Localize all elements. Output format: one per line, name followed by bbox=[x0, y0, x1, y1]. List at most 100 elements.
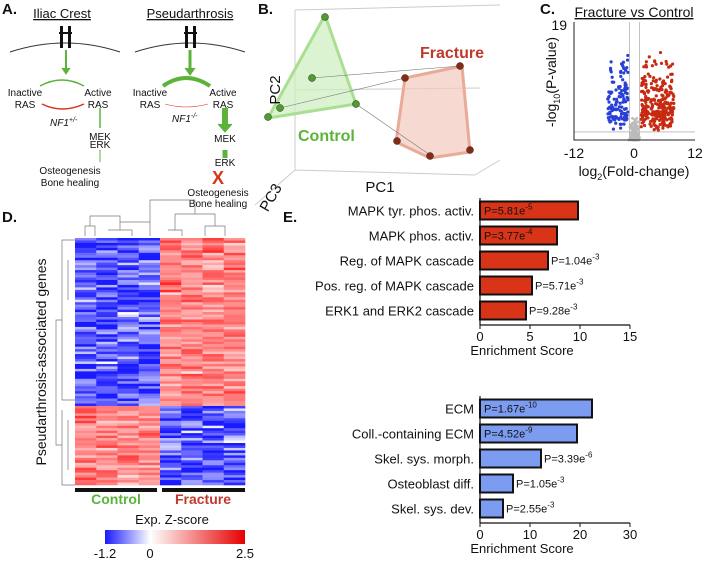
heat-cell bbox=[138, 482, 161, 486]
point bbox=[631, 125, 635, 128]
heat-cell bbox=[117, 250, 140, 254]
heat-cell bbox=[202, 373, 225, 377]
heat-cell bbox=[202, 260, 225, 263]
heat-cell bbox=[117, 447, 140, 451]
heat-cell bbox=[160, 368, 182, 372]
heat-cell bbox=[223, 460, 246, 464]
point bbox=[621, 60, 626, 64]
heat-cell bbox=[223, 423, 246, 427]
p-value-text: P=2.55e bbox=[506, 504, 547, 516]
label: Inactive bbox=[8, 88, 43, 99]
heat-cell bbox=[202, 272, 225, 276]
p-value-exponent: -9 bbox=[525, 426, 533, 435]
heat-cell bbox=[181, 294, 203, 298]
heat-cell bbox=[117, 405, 140, 409]
heat-cell bbox=[160, 245, 182, 249]
heat-cell bbox=[202, 445, 225, 449]
heat-cell bbox=[223, 321, 246, 325]
heat-cell bbox=[223, 368, 246, 372]
heat-cell bbox=[138, 277, 161, 281]
heat-cell bbox=[117, 408, 140, 412]
heat-cell bbox=[160, 462, 182, 466]
p-value-text: P=5.81e bbox=[484, 206, 525, 218]
heat-cell bbox=[96, 267, 118, 271]
heat-cell bbox=[223, 465, 246, 469]
heat-cell bbox=[138, 252, 161, 256]
heat-cell bbox=[75, 304, 97, 308]
point bbox=[620, 88, 624, 93]
heat-cell bbox=[138, 304, 161, 308]
heat-cell bbox=[138, 307, 161, 310]
heat-cell bbox=[117, 289, 140, 293]
heat-cell bbox=[96, 309, 118, 313]
p-value-exponent: -3 bbox=[547, 501, 555, 510]
bar bbox=[479, 448, 542, 469]
heat-cell bbox=[138, 477, 161, 481]
axis-label: Pseudarthrosis-associated genes bbox=[33, 258, 49, 465]
heat-cell bbox=[138, 425, 161, 429]
heat-cell bbox=[223, 475, 246, 478]
heat-cell bbox=[202, 388, 225, 392]
heat-cell bbox=[223, 396, 246, 399]
heat-cell bbox=[202, 433, 225, 436]
point bbox=[620, 109, 624, 114]
heat-cell bbox=[202, 307, 225, 310]
point bbox=[640, 108, 645, 112]
heat-cell bbox=[75, 356, 97, 360]
heat-cell bbox=[117, 368, 140, 372]
heat-cell bbox=[223, 282, 246, 286]
heat-cell bbox=[75, 467, 97, 471]
heat-cell bbox=[160, 331, 182, 335]
heat-cell bbox=[202, 415, 225, 419]
point bbox=[617, 105, 622, 109]
heat-cell bbox=[181, 307, 203, 310]
heat-cell bbox=[202, 472, 225, 476]
heat-cell bbox=[181, 346, 203, 350]
heat-cell bbox=[202, 331, 225, 335]
heat-cell bbox=[96, 430, 118, 434]
heat-cell bbox=[160, 420, 182, 424]
heat-cell bbox=[75, 475, 97, 478]
heat-cell bbox=[181, 265, 203, 268]
heat-cell bbox=[96, 428, 118, 431]
heat-cell bbox=[96, 376, 118, 380]
heat-cell bbox=[181, 309, 203, 313]
heat-cell bbox=[96, 477, 118, 481]
heat-cell bbox=[181, 423, 203, 427]
heat-cell bbox=[138, 267, 161, 271]
heat-cell bbox=[96, 440, 118, 444]
group-label: Control bbox=[298, 128, 355, 145]
heat-cell bbox=[96, 262, 118, 266]
heat-cell bbox=[75, 393, 97, 397]
heat-cell bbox=[223, 447, 246, 451]
heat-cell bbox=[75, 349, 97, 352]
heat-cell bbox=[160, 391, 182, 394]
heat-cell bbox=[202, 376, 225, 380]
heat-cell bbox=[202, 401, 225, 404]
heat-cell bbox=[202, 344, 225, 347]
p-value-exponent: -5 bbox=[525, 203, 533, 212]
receptor bbox=[59, 26, 197, 48]
heat-cell bbox=[96, 420, 118, 424]
heat-cell bbox=[160, 242, 182, 246]
heat-cell bbox=[160, 351, 182, 355]
heat-cell bbox=[138, 238, 161, 241]
x-tick-label: 5 bbox=[526, 329, 533, 344]
heat-cell bbox=[117, 346, 140, 350]
heat-cell bbox=[181, 477, 203, 481]
heat-cell bbox=[75, 267, 97, 271]
heat-cell bbox=[138, 247, 161, 251]
point bbox=[656, 128, 660, 132]
heat-cell bbox=[160, 363, 182, 367]
point bbox=[668, 122, 672, 126]
heat-cell bbox=[96, 275, 118, 278]
heat-cell bbox=[117, 275, 140, 278]
heat-cell bbox=[117, 460, 140, 464]
heat-cell bbox=[181, 349, 203, 352]
heat-cell bbox=[202, 247, 225, 251]
heat-cell bbox=[117, 255, 140, 259]
heat-cell bbox=[138, 368, 161, 372]
heat-cell bbox=[75, 238, 97, 241]
heat-cell bbox=[202, 314, 225, 318]
heat-cell bbox=[75, 284, 97, 288]
